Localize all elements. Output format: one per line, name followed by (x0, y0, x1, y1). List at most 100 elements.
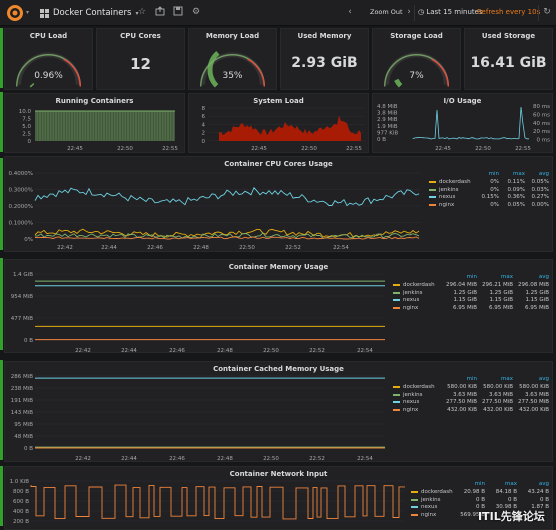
legend-min-value: 20.98 B (463, 489, 485, 495)
legend-item-dockerdash[interactable]: dockerdash 580.00 KiB 580.00 KiB 580.00 KiB (393, 384, 551, 391)
legend-avg-value: 0 B (539, 496, 549, 503)
menu-caret-icon[interactable]: ▾ (26, 9, 30, 16)
y-tick-label: 80 ms (533, 104, 550, 110)
cpu-load-value: 0.96% (34, 71, 63, 81)
x-tick-label: 22:55 (162, 146, 178, 152)
row-handle[interactable] (0, 92, 3, 152)
panel-container-network-input[interactable]: Container Network Input 1.0 KiB 800 B 600 … (4, 466, 553, 530)
y-tick-label: 0.2000% (9, 204, 33, 210)
panel-used-storage[interactable]: Used Storage 16.41 GiB (464, 28, 553, 90)
divider (414, 5, 415, 21)
legend-series-name: nexus (439, 194, 456, 200)
zoom-out-button[interactable]: Zoom Out (370, 8, 403, 16)
legend-min-value: 277.50 MiB (445, 399, 477, 405)
y-tick-label: 0.4000% (9, 171, 33, 177)
row-handle[interactable] (0, 158, 3, 250)
legend-avg-value: 296.08 MiB (517, 282, 549, 288)
row-handle[interactable] (0, 258, 3, 350)
legend-item-nginx[interactable]: nginx 0% 0.05% 0.00% (429, 202, 551, 209)
refresh-icon[interactable]: ↻ (543, 7, 551, 17)
cached-memory-chart: 286 MiB 238 MiB 191 MiB 143 MiB 95 MiB 48 MiB… (11, 374, 385, 462)
legend-item-jenkins[interactable]: jenkins 0% 0.09% 0.03% (429, 187, 551, 194)
legend-series-name: dockerdash (421, 489, 453, 495)
memory-usage-legend: min max avg dockerdash 296.04 MiB 296.21 MiB 2… (393, 274, 551, 314)
y-tick-label: 1.9 MiB (377, 124, 398, 130)
legend-avg-value: 432.00 KiB (519, 406, 549, 413)
star-icon[interactable]: ☆ (137, 7, 147, 17)
chevron-right-icon[interactable]: › (407, 7, 411, 17)
clock-icon: ◷ (418, 8, 425, 16)
legend-item-nexus[interactable]: nexus 1.15 GiB 1.15 GiB 1.15 GiB (393, 297, 551, 304)
panel-container-cpu-cores-usage[interactable]: Container CPU Cores Usage 0.4000% 0.3000%… (4, 156, 553, 252)
chevron-left-icon[interactable]: ‹ (348, 7, 352, 17)
y-axis: 1.4 GiB 954 MiB 477 MiB 0 B (11, 272, 34, 344)
legend-max-value: 432.00 KiB (483, 406, 513, 413)
x-axis: 22:42 22:44 22:46 22:48 22:50 22:52 22:54 (75, 456, 373, 462)
grafana-logo-icon[interactable] (5, 3, 25, 23)
legend-swatch (411, 506, 418, 508)
row-handle[interactable] (0, 28, 3, 88)
panel-container-memory-usage[interactable]: Container Memory Usage 1.4 GiB 954 MiB 477… (4, 259, 553, 354)
y-tick-label: 7.5 (22, 117, 31, 123)
y-tick-label: 0 ms (537, 138, 551, 144)
legend-item-jenkins[interactable]: jenkins 1.25 GiB 1.25 GiB 1.25 GiB (393, 290, 551, 297)
panel-title: Container Memory Usage (228, 263, 329, 271)
y-tick-label: 6 (202, 114, 206, 120)
legend-item-nginx[interactable]: nginx 6.95 MiB 6.95 MiB 6.95 MiB (393, 305, 551, 312)
row-handle[interactable] (0, 466, 3, 526)
legend-header-avg: avg (538, 376, 549, 382)
legend-swatch (393, 299, 400, 301)
panel-storage-load[interactable]: Storage Load 7% (372, 28, 461, 90)
y-tick-label: 40 ms (533, 121, 550, 127)
legend-header-avg: avg (538, 481, 549, 487)
y-tick-label: 191 MiB (11, 398, 34, 404)
legend-item-jenkins[interactable]: jenkins 0 B 0 B 0 B (411, 497, 551, 504)
legend-item-dockerdash[interactable]: dockerdash 0% 0.11% 0.05% (429, 179, 551, 186)
x-tick-label: 22:50 (263, 348, 279, 354)
panel-running-containers[interactable]: Running Containers 10.0 7.5 5.0 2.5 0 22:45 2… (4, 93, 185, 153)
legend-item-nexus[interactable]: nexus 277.50 MiB 277.50 MiB 277.50 MiB (393, 399, 551, 406)
panel-system-load[interactable]: System Load 8 6 4 2 0 22:45 22:50 22:55 (188, 93, 369, 153)
panel-used-memory[interactable]: Used Memory 2.93 GiB (280, 28, 369, 90)
x-tick-label: 22:45 (67, 146, 83, 152)
y-tick-label: 48 MiB (14, 434, 33, 440)
dashboard-picker[interactable]: Docker Containers ▾ (40, 5, 138, 21)
legend-avg-value: 0.05% (531, 179, 549, 185)
x-tick-label: 22:55 (515, 146, 531, 152)
legend-item-jenkins[interactable]: jenkins 3.63 MiB 3.63 MiB 3.63 MiB (393, 392, 551, 399)
legend-series-name: jenkins (439, 186, 459, 193)
panel-cpu-cores[interactable]: CPU Cores 12 (96, 28, 185, 90)
legend-max-value: 6.95 MiB (488, 304, 513, 311)
y-tick-label: 0 (202, 139, 206, 145)
legend-item-dockerdash[interactable]: dockerdash 20.98 B 84.18 B 43.24 B (411, 489, 551, 496)
panel-io-usage[interactable]: I/O Usage 4.8 MiB 3.8 MiB 2.9 MiB 1.9 MiB 97… (372, 93, 553, 153)
save-icon[interactable] (172, 6, 184, 18)
row-handle[interactable] (0, 360, 3, 460)
refresh-interval[interactable]: Refresh every 10s (477, 8, 541, 16)
y-tick-label: 143 MiB (11, 410, 34, 416)
legend-item-dockerdash[interactable]: dockerdash 296.04 MiB 296.21 MiB 296.08 MiB (393, 282, 551, 289)
legend-header-min: min (474, 481, 485, 487)
share-icon[interactable] (154, 6, 166, 18)
legend-min-value: 0% (490, 186, 499, 193)
legend-item-nexus[interactable]: nexus 0 B 30.98 B 1.87 B (411, 504, 551, 511)
network-input-legend: min max avg dockerdash 20.98 B 84.18 B 43.24 B… (411, 481, 551, 521)
gear-icon[interactable]: ⚙ (191, 7, 201, 17)
panel-title: Used Storage (481, 32, 536, 40)
panel-title: Storage Load (390, 32, 443, 40)
time-range-picker[interactable]: ◷ Last 15 minutes (418, 8, 483, 16)
legend-item-nexus[interactable]: nexus 0.15% 0.36% 0.27% (429, 194, 551, 201)
cached-memory-series (35, 377, 385, 449)
y-tick-label: 4.8 MiB (377, 104, 398, 110)
y-tick-label: 0 (28, 139, 32, 145)
legend-item-nginx[interactable]: nginx 569.95 B (411, 512, 551, 519)
legend-series-name: nginx (403, 406, 419, 413)
panel-cpu-load[interactable]: CPU Load 0.96% (4, 28, 93, 90)
panel-memory-load[interactable]: Memory Load 35% (188, 28, 277, 90)
panel-container-cached-memory-usage[interactable]: Container Cached Memory Usage 286 MiB 238… (4, 361, 553, 462)
legend-item-nginx[interactable]: nginx 432.00 KiB 432.00 KiB 432.00 KiB (393, 407, 551, 414)
y-tick-label: 0 B (24, 338, 33, 344)
legend-min-value: 0 B (475, 504, 485, 510)
series-jenkins (34, 232, 420, 239)
y-tick-label: 0.1000% (9, 221, 33, 227)
